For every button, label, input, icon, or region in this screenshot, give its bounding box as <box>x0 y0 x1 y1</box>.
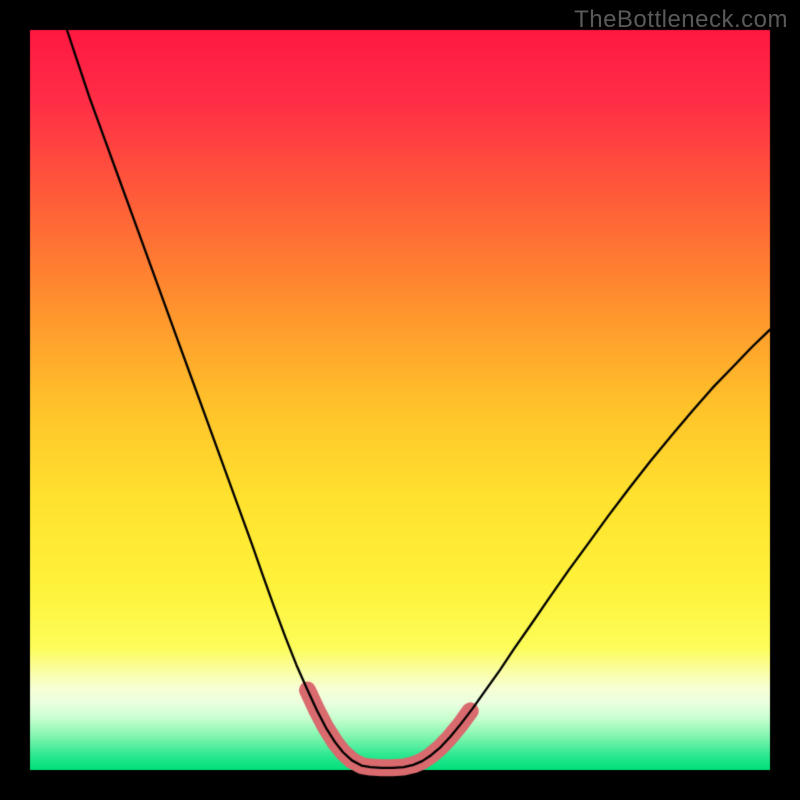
watermark-text: TheBottleneck.com <box>574 6 788 34</box>
chart-stage: TheBottleneck.com <box>0 0 800 800</box>
bottleneck-curve-chart <box>0 0 800 800</box>
